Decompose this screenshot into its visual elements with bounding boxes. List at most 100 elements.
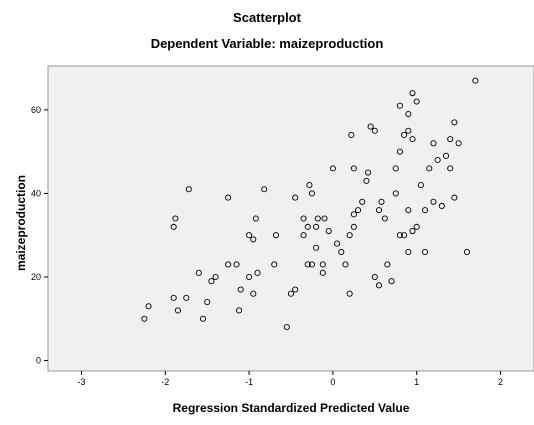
scatter-point: [346, 232, 353, 239]
scatter-point: [208, 278, 215, 285]
scatter-point: [225, 194, 232, 201]
scatter-point: [170, 223, 177, 230]
plot-area: [47, 65, 534, 372]
scatter-point: [409, 227, 416, 235]
scatter-point: [405, 207, 412, 214]
scatter-point: [174, 307, 181, 314]
scatter-point: [371, 127, 378, 134]
x-tick-label: -3: [78, 377, 86, 387]
scatter-point: [455, 140, 462, 147]
scatter-point: [170, 294, 177, 301]
scatter-point: [430, 198, 437, 205]
scatter-point: [409, 90, 416, 97]
scatter-point: [338, 248, 345, 255]
scatter-point: [313, 244, 320, 251]
scatter-point: [272, 232, 279, 239]
scatter-point: [329, 165, 336, 172]
scatter-point: [342, 261, 349, 268]
scatter-point: [350, 223, 357, 230]
scatter-point: [430, 140, 437, 147]
scatter-point: [172, 215, 179, 222]
points-group: [141, 77, 479, 331]
scatter-point: [250, 236, 257, 243]
scatter-point: [409, 136, 416, 143]
scatter-point: [359, 198, 366, 205]
y-axis-label: maizeproduction: [14, 174, 28, 272]
scatter-point: [225, 261, 232, 268]
scatter-point: [392, 190, 399, 197]
scatter-point: [308, 261, 315, 268]
scatter-point: [422, 207, 429, 214]
y-tick-label: 20: [31, 272, 41, 282]
scatter-point: [451, 194, 458, 201]
scatter-point: [271, 261, 278, 268]
scatter-point: [388, 278, 395, 285]
scatter-point: [183, 294, 190, 301]
scatter-point: [375, 282, 383, 289]
y-tick-label: 0: [36, 356, 41, 366]
scatter-point: [145, 303, 152, 310]
scatter-point: [261, 186, 268, 193]
scatter-point: [287, 290, 295, 297]
scatter-point: [447, 165, 454, 172]
scatter-point: [381, 215, 388, 222]
scatter-point: [306, 182, 313, 189]
scatter-point: [375, 207, 383, 214]
scatter-point: [308, 190, 315, 197]
scatter-point: [405, 248, 412, 255]
scatter-point: [237, 286, 244, 293]
scatter-point: [334, 240, 341, 247]
y-tick-label: 40: [31, 188, 41, 198]
scatter-point: [447, 136, 454, 143]
scatter-point: [438, 202, 445, 210]
x-axis-label: Regression Standardized Predicted Value: [172, 401, 410, 415]
chart-subtitle: Dependent Variable: maizeproduction: [150, 36, 384, 51]
scatter-point: [300, 232, 307, 239]
scatter-point: [367, 123, 374, 130]
scatter-point: [348, 131, 355, 138]
scatter-point: [283, 324, 290, 331]
scatter-point: [378, 198, 385, 205]
scatter-point: [451, 119, 458, 126]
scatter-point: [392, 165, 399, 172]
chart-title: Scatterplot: [233, 10, 301, 25]
scatter-point: [292, 194, 299, 201]
scatter-point: [396, 102, 403, 109]
scatter-point: [442, 152, 450, 159]
scatter-point: [365, 169, 372, 176]
scatter-point: [314, 215, 321, 222]
scatter-point: [346, 290, 353, 297]
scatter-point: [319, 269, 326, 276]
scatter-point: [195, 269, 202, 276]
scatter-point: [325, 227, 332, 235]
scatter-point: [472, 77, 479, 84]
y-tick-label: 60: [31, 105, 41, 115]
scatter-point: [413, 223, 420, 230]
scatter-point: [252, 215, 259, 222]
x-tick-label: -2: [161, 377, 169, 387]
scatter-point: [292, 286, 299, 293]
scatter-point: [300, 215, 307, 222]
scatter-point: [233, 261, 240, 268]
scatter-point: [321, 215, 328, 222]
scatter-point: [254, 269, 261, 276]
scatter-point: [350, 165, 357, 172]
scatter-point: [417, 182, 424, 189]
scatter-point: [396, 148, 403, 155]
scatter-point: [212, 273, 219, 281]
scatter-point: [235, 307, 243, 314]
x-tick-label: 2: [498, 377, 503, 387]
scatter-point: [350, 211, 357, 218]
scatter-point: [185, 186, 192, 193]
scatter-point: [354, 207, 362, 214]
scatter-point: [204, 299, 211, 306]
scatter-point: [199, 315, 207, 322]
x-tick-label: -1: [245, 377, 253, 387]
scatter-point: [246, 232, 253, 239]
scatter-point: [405, 110, 412, 118]
scatter-point: [313, 223, 320, 230]
scatter-point: [426, 165, 433, 172]
